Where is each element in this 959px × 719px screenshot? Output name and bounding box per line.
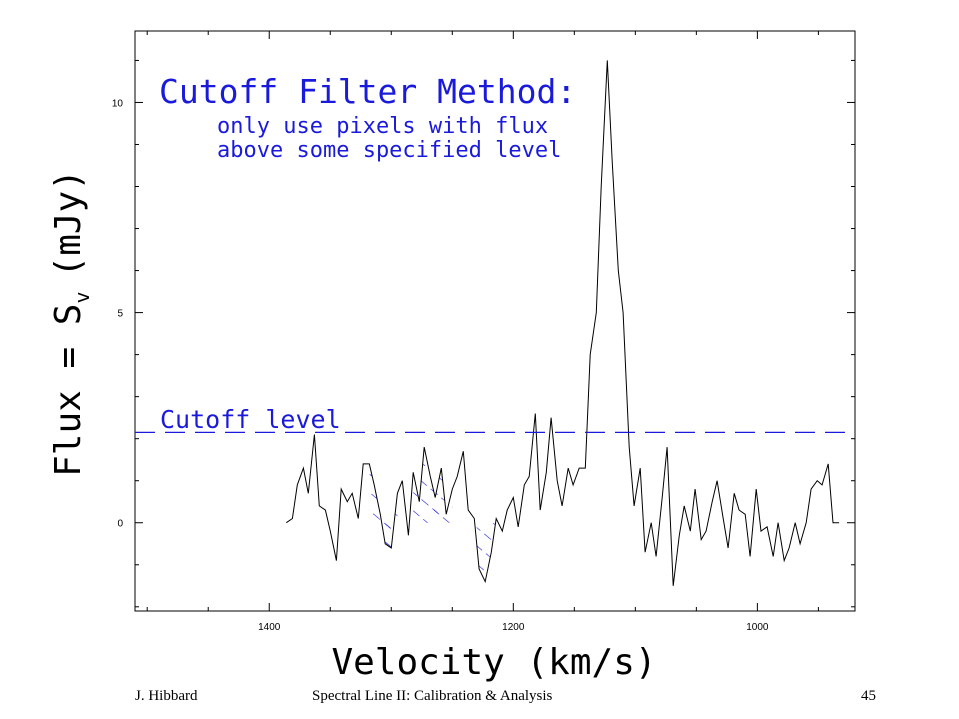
series-layer [286,60,840,586]
footer-title: Spectral Line II: Calibration & Analysis [312,688,553,704]
x-tick-label: 1000 [746,622,769,633]
axes-frame-layer [134,30,856,612]
plot-frame [134,30,856,612]
y-axis-label-subscript: v [70,291,94,303]
x-axis-label: Velocity (km/s) [331,642,656,683]
hatched-region [476,522,495,582]
x-tick-label: 1400 [258,622,281,633]
x-tick-label: 1200 [502,622,525,633]
annotation-line-1: only use pixels with flux [217,114,548,139]
hatched-region [434,468,453,523]
tick-layer: 1400 1200 1000 0 5 10 [112,31,855,633]
annotation-title: Cutoff Filter Method: [159,72,576,111]
y-axis-label-unit: (mJy) [48,169,89,277]
y-axis-label: Flux = Sv (mJy) [48,169,94,477]
cutoff-label: Cutoff level [160,405,341,434]
footer-author: J. Hibbard [135,688,198,704]
y-tick-label: 10 [112,98,124,109]
spectrum-line [286,60,840,586]
hatched-region [413,449,438,523]
y-axis-label-main: Flux = S [48,304,89,477]
y-tick-label: 5 [117,309,123,320]
annotation-line-2: above some specified level [217,138,561,163]
hatched-area-layer [369,449,495,582]
y-tick-label: 0 [117,519,123,530]
hatched-region [385,493,398,548]
footer-page-number: 45 [861,688,876,704]
